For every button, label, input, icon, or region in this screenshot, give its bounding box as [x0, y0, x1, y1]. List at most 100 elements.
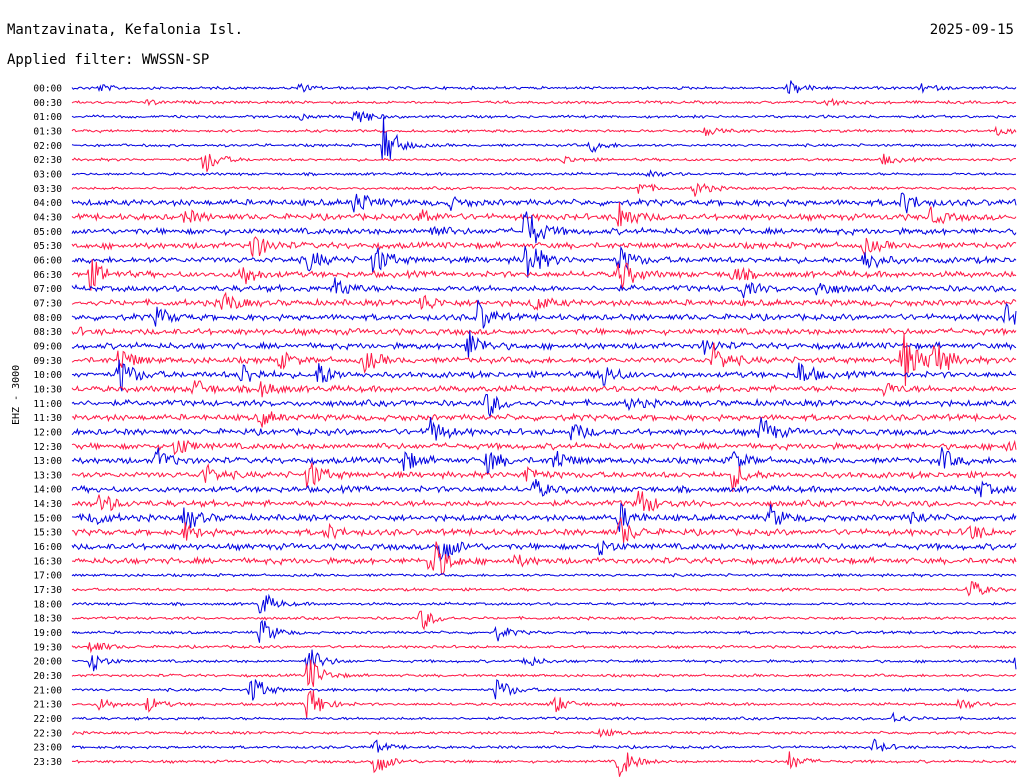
row-time-label: 08:30	[33, 327, 62, 338]
row-time-label: 22:00	[33, 714, 62, 725]
trace-row-0300	[71, 169, 1017, 178]
trace-row-0230	[71, 153, 1017, 172]
trace-row-2030	[71, 659, 1017, 687]
trace-row-0800	[71, 299, 1017, 329]
date-label: 2025-09-15	[929, 22, 1014, 38]
trace-row-0500	[71, 211, 1017, 244]
trace-row-2230	[71, 727, 1017, 738]
row-time-label: 04:30	[33, 212, 62, 223]
trace-row-1230	[71, 439, 1017, 456]
row-time-label: 09:00	[33, 341, 62, 352]
row-time-label: 01:00	[33, 112, 62, 123]
trace-row-1200	[71, 416, 1017, 441]
trace-row-0830	[71, 326, 1017, 337]
trace-row-2100	[71, 679, 1017, 701]
row-time-label: 02:30	[33, 155, 62, 166]
row-time-label: 17:00	[33, 571, 62, 582]
trace-row-2300	[71, 738, 1017, 753]
row-time-label: 23:00	[33, 743, 62, 754]
row-time-label: 06:30	[33, 270, 62, 281]
trace-row-0400	[71, 192, 1017, 214]
trace-row-0530	[71, 236, 1017, 257]
trace-row-2000	[71, 649, 1017, 672]
row-time-label: 17:30	[33, 585, 62, 596]
trace-row-1330	[71, 462, 1017, 493]
filter-label: Applied filter: WWSSN-SP	[7, 52, 210, 68]
row-time-label: 16:30	[33, 556, 62, 567]
trace-row-0430	[71, 202, 1017, 227]
row-time-label: 11:00	[33, 399, 62, 410]
row-time-label: 23:30	[33, 757, 62, 768]
row-time-label: 00:00	[33, 84, 62, 95]
trace-row-0030	[71, 97, 1017, 107]
trace-row-0900	[71, 330, 1017, 359]
trace-row-0100	[71, 110, 1017, 123]
row-time-label: 13:00	[33, 456, 62, 467]
row-time-label: 14:30	[33, 499, 62, 510]
row-time-label: 00:30	[33, 98, 62, 109]
row-time-label: 06:00	[33, 255, 62, 266]
trace-row-2330	[71, 751, 1017, 777]
row-time-label: 19:30	[33, 642, 62, 653]
trace-row-1800	[71, 593, 1017, 614]
row-time-label: 08:00	[33, 313, 62, 324]
row-time-label: 21:30	[33, 700, 62, 711]
row-time-label: 19:00	[33, 628, 62, 639]
trace-row-1500	[71, 502, 1017, 532]
trace-row-0000	[71, 80, 1017, 95]
row-time-label: 02:00	[33, 141, 62, 152]
trace-row-1400	[71, 479, 1017, 498]
trace-row-0200	[71, 117, 1017, 160]
row-time-label: 12:00	[33, 427, 62, 438]
row-time-label: 18:00	[33, 599, 62, 610]
row-time-label: 15:00	[33, 513, 62, 524]
row-time-label: 01:30	[33, 126, 62, 137]
trace-row-2130	[71, 690, 1017, 718]
trace-row-0600	[71, 245, 1017, 278]
row-time-label: 09:30	[33, 356, 62, 367]
trace-row-1100	[71, 393, 1017, 419]
row-time-label: 12:30	[33, 442, 62, 453]
trace-row-0930	[71, 333, 1017, 387]
row-time-label: 03:00	[33, 169, 62, 180]
row-time-label: 16:00	[33, 542, 62, 553]
station-title: Mantzavinata, Kefalonia Isl.	[7, 22, 244, 38]
trace-row-1700	[71, 572, 1017, 578]
trace-row-0700	[71, 277, 1017, 299]
row-time-label: 20:30	[33, 671, 62, 682]
row-time-label: 07:00	[33, 284, 62, 295]
trace-row-1530	[71, 516, 1017, 543]
trace-row-1900	[71, 619, 1017, 643]
trace-row-1300	[71, 447, 1017, 475]
trace-row-1730	[71, 581, 1017, 597]
trace-row-0330	[71, 182, 1017, 197]
trace-row-1030	[71, 380, 1016, 398]
trace-row-1600	[71, 540, 1017, 562]
trace-row-0630	[71, 259, 1017, 291]
trace-row-1430	[71, 490, 1017, 512]
trace-row-0730	[71, 291, 1017, 311]
row-time-label: 20:00	[33, 657, 62, 668]
row-time-label: 13:30	[33, 470, 62, 481]
trace-row-1130	[71, 411, 1017, 428]
row-time-label: 18:30	[33, 614, 62, 625]
row-time-label: 10:00	[33, 370, 62, 381]
row-time-label: 03:30	[33, 184, 62, 195]
trace-row-1930	[71, 642, 1017, 654]
row-time-label: 15:30	[33, 528, 62, 539]
trace-row-1630	[71, 541, 1017, 575]
row-time-label: 22:30	[33, 728, 62, 739]
row-time-label: 04:00	[33, 198, 62, 209]
row-time-label: 05:00	[33, 227, 62, 238]
trace-row-2200	[71, 711, 1016, 723]
row-time-label: 11:30	[33, 413, 62, 424]
row-time-label: 07:30	[33, 298, 62, 309]
row-time-label: 10:30	[33, 384, 62, 395]
trace-row-1830	[71, 610, 1017, 631]
row-time-label: 05:30	[33, 241, 62, 252]
row-time-label: 14:00	[33, 485, 62, 496]
row-time-label: 21:00	[33, 685, 62, 696]
trace-row-0130	[71, 125, 1017, 137]
trace-row-1000	[71, 359, 1017, 392]
